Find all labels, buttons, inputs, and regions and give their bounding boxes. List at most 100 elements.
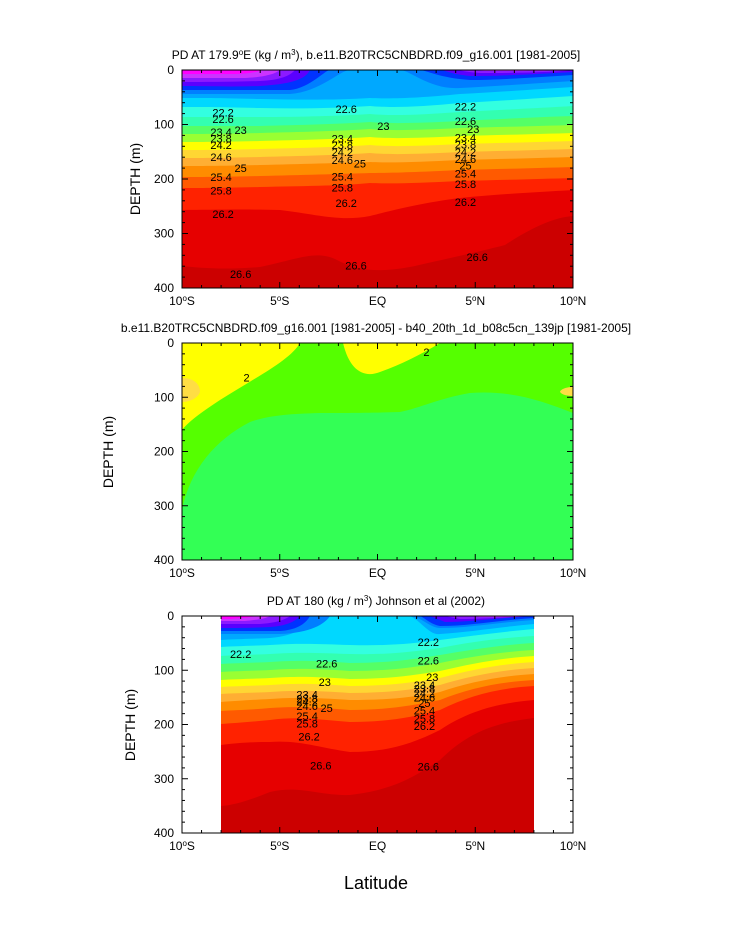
p2-band-3-left [182, 378, 200, 402]
panel-1: PD AT 179.9oE (kg / m3), b.e11.B20TRC5CN… [127, 48, 586, 309]
xtick-label: 5oS [270, 566, 289, 581]
ytick-label: 200 [154, 718, 174, 732]
contour-label: 23.8 [296, 693, 317, 705]
contour-label: 22.2 [230, 649, 251, 661]
contour-label: 22.6 [316, 659, 337, 671]
contour-label: 23 [377, 121, 389, 133]
p3-band-19.4 [221, 616, 255, 619]
panel-2-contour-labels: 22 [243, 347, 429, 384]
panel-1-xticks: 10oS 5oS EQ 5oN 10oN [169, 70, 586, 308]
contour-label: 23 [235, 125, 247, 137]
contour-label: 23 [319, 677, 331, 689]
contour-label: 23.8 [210, 134, 231, 146]
contour-label: 23.4 [414, 680, 435, 692]
xtick-label: 10oN [560, 566, 586, 581]
contour-label: 26.2 [414, 721, 435, 733]
ytick-label: 0 [167, 63, 174, 77]
contour-label: 25.4 [296, 711, 317, 723]
panel-2-ylabel: DEPTH (m) [100, 416, 116, 488]
panel-1-title: PD AT 179.9oE (kg / m3), b.e11.B20TRC5CN… [172, 48, 580, 63]
contour-label: 25.8 [296, 718, 317, 730]
contour-label: 25.4 [455, 169, 476, 181]
contour-label: 23.4 [210, 127, 231, 139]
panel-2-yticks: 0 100 200 300 400 [154, 336, 573, 567]
panel-3-ylabel: DEPTH (m) [122, 689, 138, 761]
ytick-label: 300 [154, 772, 174, 786]
contour-label: 2 [243, 373, 249, 385]
contour-label: 22.2 [455, 102, 476, 114]
contour-label: 26.6 [230, 269, 251, 281]
contour-label: 25 [235, 163, 247, 175]
contour-label: 23.8 [414, 684, 435, 696]
ytick-label: 400 [154, 281, 174, 295]
p2-band-1 [182, 343, 573, 510]
xtick-label: 10oS [169, 294, 195, 309]
contour-label: 24.2 [210, 140, 231, 152]
xtick-label: 5oN [465, 566, 485, 581]
contour-label: 24.6 [455, 154, 476, 166]
contour-label: 25.8 [332, 183, 353, 195]
panel-1-contour-labels: 22.222.623.4 2323.824.224.62525.425.826.2… [210, 102, 488, 281]
panel-3-yticks: 0 100 200 300 400 [154, 609, 573, 840]
xtick-label: 10oN [560, 294, 586, 309]
panel-3-xticks: 10oS 5oS EQ 5oN 10oN [169, 616, 586, 853]
contour-label: 25.8 [455, 179, 476, 191]
xtick-label: 5oS [270, 839, 289, 854]
ytick-label: 200 [154, 172, 174, 186]
contour-label: 26.6 [418, 761, 439, 773]
contour-label: 25 [418, 698, 430, 710]
xtick-label: EQ [369, 839, 386, 853]
contour-label: 2 [423, 347, 429, 359]
contour-label: 23.4 [332, 134, 353, 146]
panel-3: PD AT 180 (kg / m3) Johnson et al (2002) [122, 594, 586, 854]
panel-2-contour-fill [182, 343, 573, 560]
contour-label: 25.4 [210, 172, 231, 184]
panel-2: b.e11.B20TRC5CNBDRD.f09_g16.001 [1981-20… [100, 321, 631, 580]
contour-label: 25 [354, 159, 366, 171]
contour-label: 22.6 [336, 104, 357, 116]
ytick-label: 400 [154, 826, 174, 840]
ytick-label: 100 [154, 663, 174, 677]
contour-label: 26.6 [345, 261, 366, 273]
ytick-label: 300 [154, 227, 174, 241]
contour-label: 25.8 [210, 185, 231, 197]
xtick-label: 10oS [169, 839, 195, 854]
contour-label: 22.6 [212, 114, 233, 126]
contour-label: 22.6 [455, 116, 476, 128]
ytick-label: 200 [154, 445, 174, 459]
contour-label: 26.2 [298, 731, 319, 743]
contour-label: 25 [321, 703, 333, 715]
contour-label: 25 [459, 160, 471, 172]
panel-3-contour-fill [221, 616, 534, 833]
xtick-label: EQ [369, 294, 386, 308]
contour-label: 24.2 [414, 688, 435, 700]
contour-label: 22.6 [418, 655, 439, 667]
contour-label: 24.6 [210, 152, 231, 164]
xtick-label: 5oN [465, 839, 485, 854]
panel-3-title: PD AT 180 (kg / m3) Johnson et al (2002) [267, 594, 485, 609]
xtick-label: EQ [369, 566, 386, 580]
contour-label: 26.2 [212, 209, 233, 221]
panel-1-ylabel: DEPTH (m) [127, 143, 143, 215]
xtick-label: 5oN [465, 294, 485, 309]
contour-label: 23 [467, 124, 479, 136]
ytick-label: 100 [154, 118, 174, 132]
contour-label: 24.2 [332, 147, 353, 159]
panel-2-xticks: 10oS 5oS EQ 5oN 10oN [169, 343, 586, 580]
figure-xlabel: Latitude [344, 873, 408, 893]
contour-label: 25.8 [414, 714, 435, 726]
contour-label: 22.2 [212, 108, 233, 120]
xtick-label: 5oS [270, 294, 289, 309]
p2-band-3-right [560, 387, 573, 396]
xtick-label: 10oS [169, 566, 195, 581]
ytick-label: 0 [167, 609, 174, 623]
p2-band-2 [182, 343, 440, 430]
contour-label: 24.6 [296, 701, 317, 713]
ytick-label: 400 [154, 553, 174, 567]
contour-label: 25.4 [414, 705, 435, 717]
contour-label: 26.2 [336, 198, 357, 210]
contour-label: 26.6 [310, 761, 331, 773]
